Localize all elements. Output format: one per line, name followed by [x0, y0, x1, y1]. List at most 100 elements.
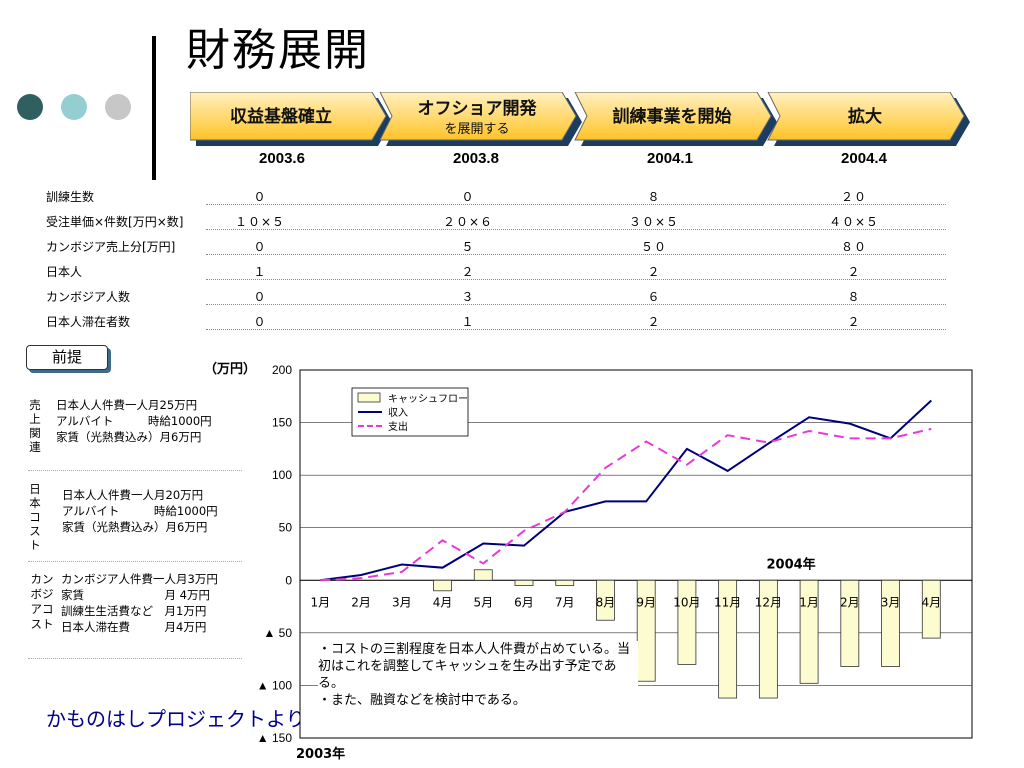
premise-line: カンボジア人件費一人月3万円 [61, 572, 218, 586]
stage-date: 2003.8 [453, 150, 499, 167]
legend-label: 支出 [388, 420, 408, 433]
x-tick-label: 12月 [755, 595, 782, 609]
stage-chevron [190, 92, 387, 141]
x-tick-label: 3月 [392, 595, 412, 609]
metric-row: カンボジア売上分[万円] ０ ５ ５０ ８０ [46, 234, 946, 259]
metric-value: ４０×５ [828, 215, 880, 229]
cashflow-bar [921, 579, 941, 639]
x-tick-label: 1月 [799, 595, 819, 609]
metric-label: カンボジア売上分[万円] [46, 240, 176, 254]
metric-value: １ [253, 265, 267, 279]
legend-label: 収入 [388, 407, 408, 419]
metric-divider [206, 254, 946, 255]
cashflow-bar [881, 579, 900, 667]
cashflow-bar [677, 579, 697, 665]
y-tick-label: 100 [272, 468, 292, 482]
cashflow-bar [555, 579, 575, 586]
x-tick-label: 4月 [433, 595, 453, 609]
stage-label: 収益基盤確立 [230, 106, 332, 127]
stage-chevron [767, 92, 965, 141]
premise-section-heading: カンボジアコスト [30, 572, 54, 631]
metric-value: １０×５ [234, 215, 286, 229]
metric-divider [206, 304, 946, 305]
premise-line: 家賃（光熱費込み）月6万円 [62, 520, 208, 534]
premise-button[interactable]: 前提 [26, 345, 108, 370]
metric-value: ２ [647, 265, 661, 279]
credit-text: かものはしプロジェクトより [46, 707, 306, 731]
cashflow-bar [473, 569, 493, 581]
x-tick-label: 7月 [555, 595, 575, 609]
x-tick-label: 8月 [596, 595, 616, 609]
stage-label: 拡大 [848, 106, 882, 127]
premise-line: 家賃（光熱費込み）月6万円 [56, 430, 202, 444]
metric-value: １ [461, 315, 475, 329]
metric-value: ３ [461, 290, 475, 304]
metric-row: カンボジア人数 ０ ３ ６ ８ [46, 284, 946, 309]
x-tick-label: 10月 [673, 595, 700, 609]
legend-swatch-bar [357, 392, 381, 403]
metric-label: 受注単価×件数[万円×数] [46, 215, 184, 229]
premise-line: 家賃 月 4万円 [61, 588, 210, 602]
y-tick-label: 150 [272, 416, 292, 430]
y-tick-label: ▲ 150 [257, 731, 293, 745]
stage-chevron [574, 92, 772, 141]
cashflow-bar [799, 579, 819, 684]
premise-section-heading: 日本コスト [29, 482, 41, 552]
cashflow-bar [514, 579, 534, 586]
decor-dot-aqua [61, 94, 87, 120]
y-tick-label: ▲ 100 [257, 678, 293, 692]
x-tick-label: 2月 [840, 595, 860, 609]
metric-value: ５ [461, 240, 475, 254]
premise-line: アルバイト 時給1000円 [62, 504, 218, 518]
cashflow-bar [596, 579, 615, 621]
premise-line: 日本人滞在費 月4万円 [61, 620, 207, 634]
y-tick-label: ▲ 50 [263, 626, 292, 640]
metric-row: 受注単価×件数[万円×数] １０×５ ２０×６ ３０×５ ４０×５ [46, 209, 946, 234]
metric-value: ０ [253, 190, 267, 204]
income-line [320, 399, 932, 582]
metric-value: ２ [461, 265, 475, 279]
x-tick-label: 5月 [473, 595, 493, 609]
stage-label: オフショア開発 [418, 98, 538, 119]
metric-label: 日本人滞在者数 [46, 315, 131, 329]
premise-separator [28, 561, 242, 562]
metric-value: ０ [461, 190, 475, 204]
metric-value: ２ [847, 315, 861, 329]
cashflow-bar [433, 579, 452, 592]
y-tick-label: 200 [272, 363, 292, 377]
metric-value: ２０×６ [442, 215, 494, 229]
cashflow-chart: 200 150 100 50 0 ▲ 50 ▲ 100 ▲ 150 （万円） 1月 2月 3月 4月 5月… [204, 361, 973, 762]
expense-line [320, 427, 932, 582]
metric-value: ８ [847, 290, 861, 304]
stage-sublabel: を展開する [444, 122, 509, 137]
metric-value: ５０ [640, 240, 667, 254]
metric-value: ０ [253, 315, 267, 329]
premise-line: 日本人人件費一人月25万円 [56, 398, 198, 412]
cashflow-bar [718, 579, 738, 699]
metric-label: 日本人 [46, 265, 83, 279]
premise-section-heading: 売上関連 [29, 398, 41, 454]
x-tick-label: 11月 [714, 595, 741, 609]
chart-note: ・コストの三割程度を日本人人件費が占めている。当初はこれを調整してキャッシュを生… [318, 641, 638, 709]
metric-divider [206, 229, 946, 230]
stage-label: 訓練事業を開始 [613, 106, 732, 127]
x-tick-label: 4月 [921, 595, 941, 609]
metric-value: ２ [647, 315, 661, 329]
metric-value: ２０ [840, 190, 867, 204]
premise-separator [28, 658, 242, 659]
metric-divider [206, 279, 946, 280]
cashflow-bar [758, 579, 778, 699]
premise-line: アルバイト 時給1000円 [56, 414, 212, 428]
x-tick-label: 6月 [514, 595, 534, 609]
y-unit-label: （万円） [204, 361, 256, 377]
x-tick-label: 2月 [351, 595, 371, 609]
stage-chevron [379, 92, 577, 141]
stage-date: 2003.6 [259, 150, 305, 167]
metric-row: 訓練生数 ０ ０ ８ ２０ [46, 184, 946, 209]
metric-value: ２ [847, 265, 861, 279]
premise-separator [28, 470, 242, 471]
metric-value: ６ [647, 290, 661, 304]
metric-divider [206, 204, 946, 205]
